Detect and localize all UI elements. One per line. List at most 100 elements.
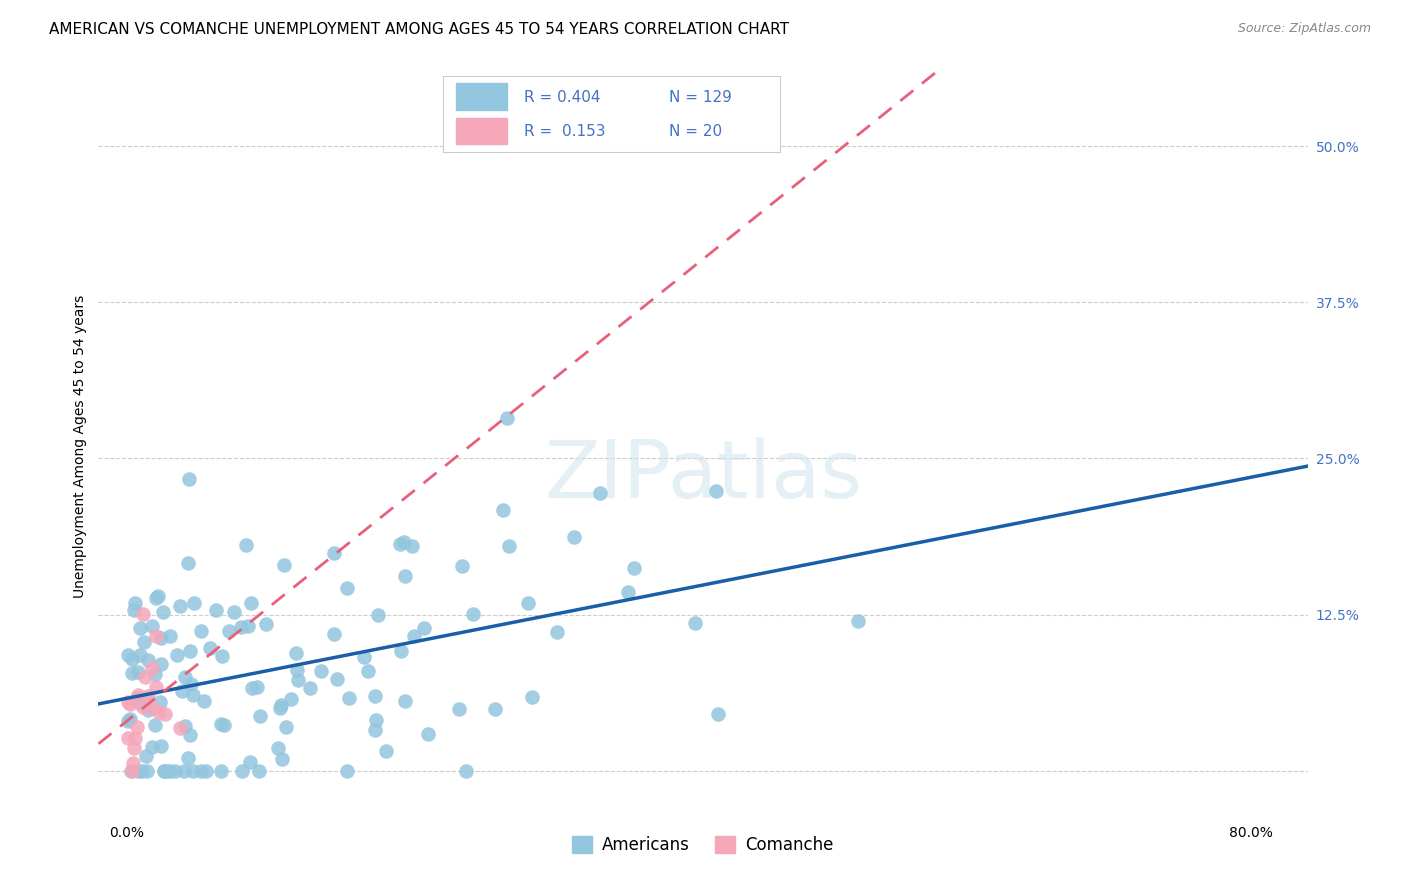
- Point: [617, 584, 640, 599]
- Bar: [457, 83, 508, 110]
- Point: [124, 731, 146, 745]
- Point: [153, 706, 176, 721]
- Point: [148, 706, 170, 720]
- Point: [198, 640, 221, 655]
- Point: [179, 728, 201, 742]
- Point: [122, 740, 145, 755]
- Point: [273, 558, 295, 572]
- Point: [180, 677, 202, 691]
- Point: [336, 764, 359, 778]
- Point: [364, 723, 387, 738]
- Point: [194, 764, 217, 778]
- Point: [284, 646, 307, 660]
- Point: [132, 700, 155, 714]
- Point: [159, 764, 181, 778]
- Point: [121, 764, 143, 778]
- Text: R =  0.153: R = 0.153: [524, 124, 606, 138]
- Point: [269, 701, 291, 715]
- Point: [326, 672, 349, 686]
- Point: [254, 617, 277, 632]
- Point: [364, 689, 387, 703]
- Point: [375, 744, 398, 758]
- Point: [128, 697, 150, 711]
- Point: [143, 718, 166, 732]
- Point: [846, 615, 869, 629]
- Point: [153, 764, 176, 778]
- Point: [150, 657, 173, 672]
- Point: [129, 621, 152, 635]
- Point: [190, 624, 212, 638]
- Point: [309, 664, 332, 678]
- Point: [169, 721, 191, 735]
- Point: [270, 698, 292, 713]
- Point: [461, 607, 484, 622]
- Point: [143, 667, 166, 681]
- Point: [276, 721, 298, 735]
- Point: [224, 605, 246, 619]
- Point: [353, 650, 375, 665]
- Point: [150, 632, 173, 646]
- Point: [124, 596, 146, 610]
- Point: [623, 561, 645, 575]
- Point: [120, 764, 142, 778]
- Point: [239, 755, 262, 769]
- Point: [337, 690, 360, 705]
- Point: [240, 596, 263, 610]
- Point: [136, 703, 159, 717]
- Point: [495, 411, 517, 425]
- Point: [141, 619, 163, 633]
- Point: [179, 471, 201, 485]
- Point: [704, 484, 727, 499]
- Text: R = 0.404: R = 0.404: [524, 89, 600, 104]
- Point: [323, 546, 346, 560]
- Point: [336, 581, 359, 595]
- Point: [117, 714, 139, 729]
- Point: [145, 629, 167, 643]
- Point: [193, 693, 215, 707]
- Point: [173, 764, 195, 778]
- Point: [179, 644, 201, 658]
- Point: [238, 618, 260, 632]
- Point: [141, 661, 163, 675]
- Point: [322, 627, 344, 641]
- Y-axis label: Unemployment Among Ages 45 to 54 years: Unemployment Among Ages 45 to 54 years: [73, 294, 87, 598]
- Point: [209, 717, 232, 731]
- Point: [117, 648, 139, 662]
- Point: [127, 665, 149, 679]
- Point: [706, 707, 728, 722]
- Point: [124, 603, 146, 617]
- Point: [153, 764, 176, 778]
- Point: [152, 605, 174, 619]
- Point: [181, 688, 204, 702]
- Point: [454, 764, 477, 778]
- Point: [127, 688, 149, 702]
- Point: [451, 558, 474, 573]
- Bar: [457, 118, 508, 144]
- Point: [218, 624, 240, 638]
- Point: [214, 718, 236, 732]
- Point: [484, 702, 506, 716]
- Point: [247, 764, 270, 778]
- Point: [546, 625, 568, 640]
- Point: [190, 764, 212, 778]
- Point: [413, 622, 436, 636]
- Point: [204, 603, 226, 617]
- Point: [146, 590, 169, 604]
- Text: N = 20: N = 20: [669, 124, 723, 138]
- Point: [149, 695, 172, 709]
- Point: [401, 539, 423, 553]
- Point: [231, 620, 253, 634]
- Point: [357, 664, 380, 678]
- Point: [564, 530, 586, 544]
- Point: [127, 720, 149, 734]
- Point: [121, 665, 143, 680]
- Legend: Americans, Comanche: Americans, Comanche: [565, 830, 841, 861]
- Point: [402, 629, 425, 643]
- Point: [145, 591, 167, 605]
- Point: [492, 503, 515, 517]
- Text: N = 129: N = 129: [669, 89, 733, 104]
- Point: [172, 683, 194, 698]
- Point: [156, 764, 179, 778]
- Point: [117, 731, 139, 745]
- Point: [367, 607, 389, 622]
